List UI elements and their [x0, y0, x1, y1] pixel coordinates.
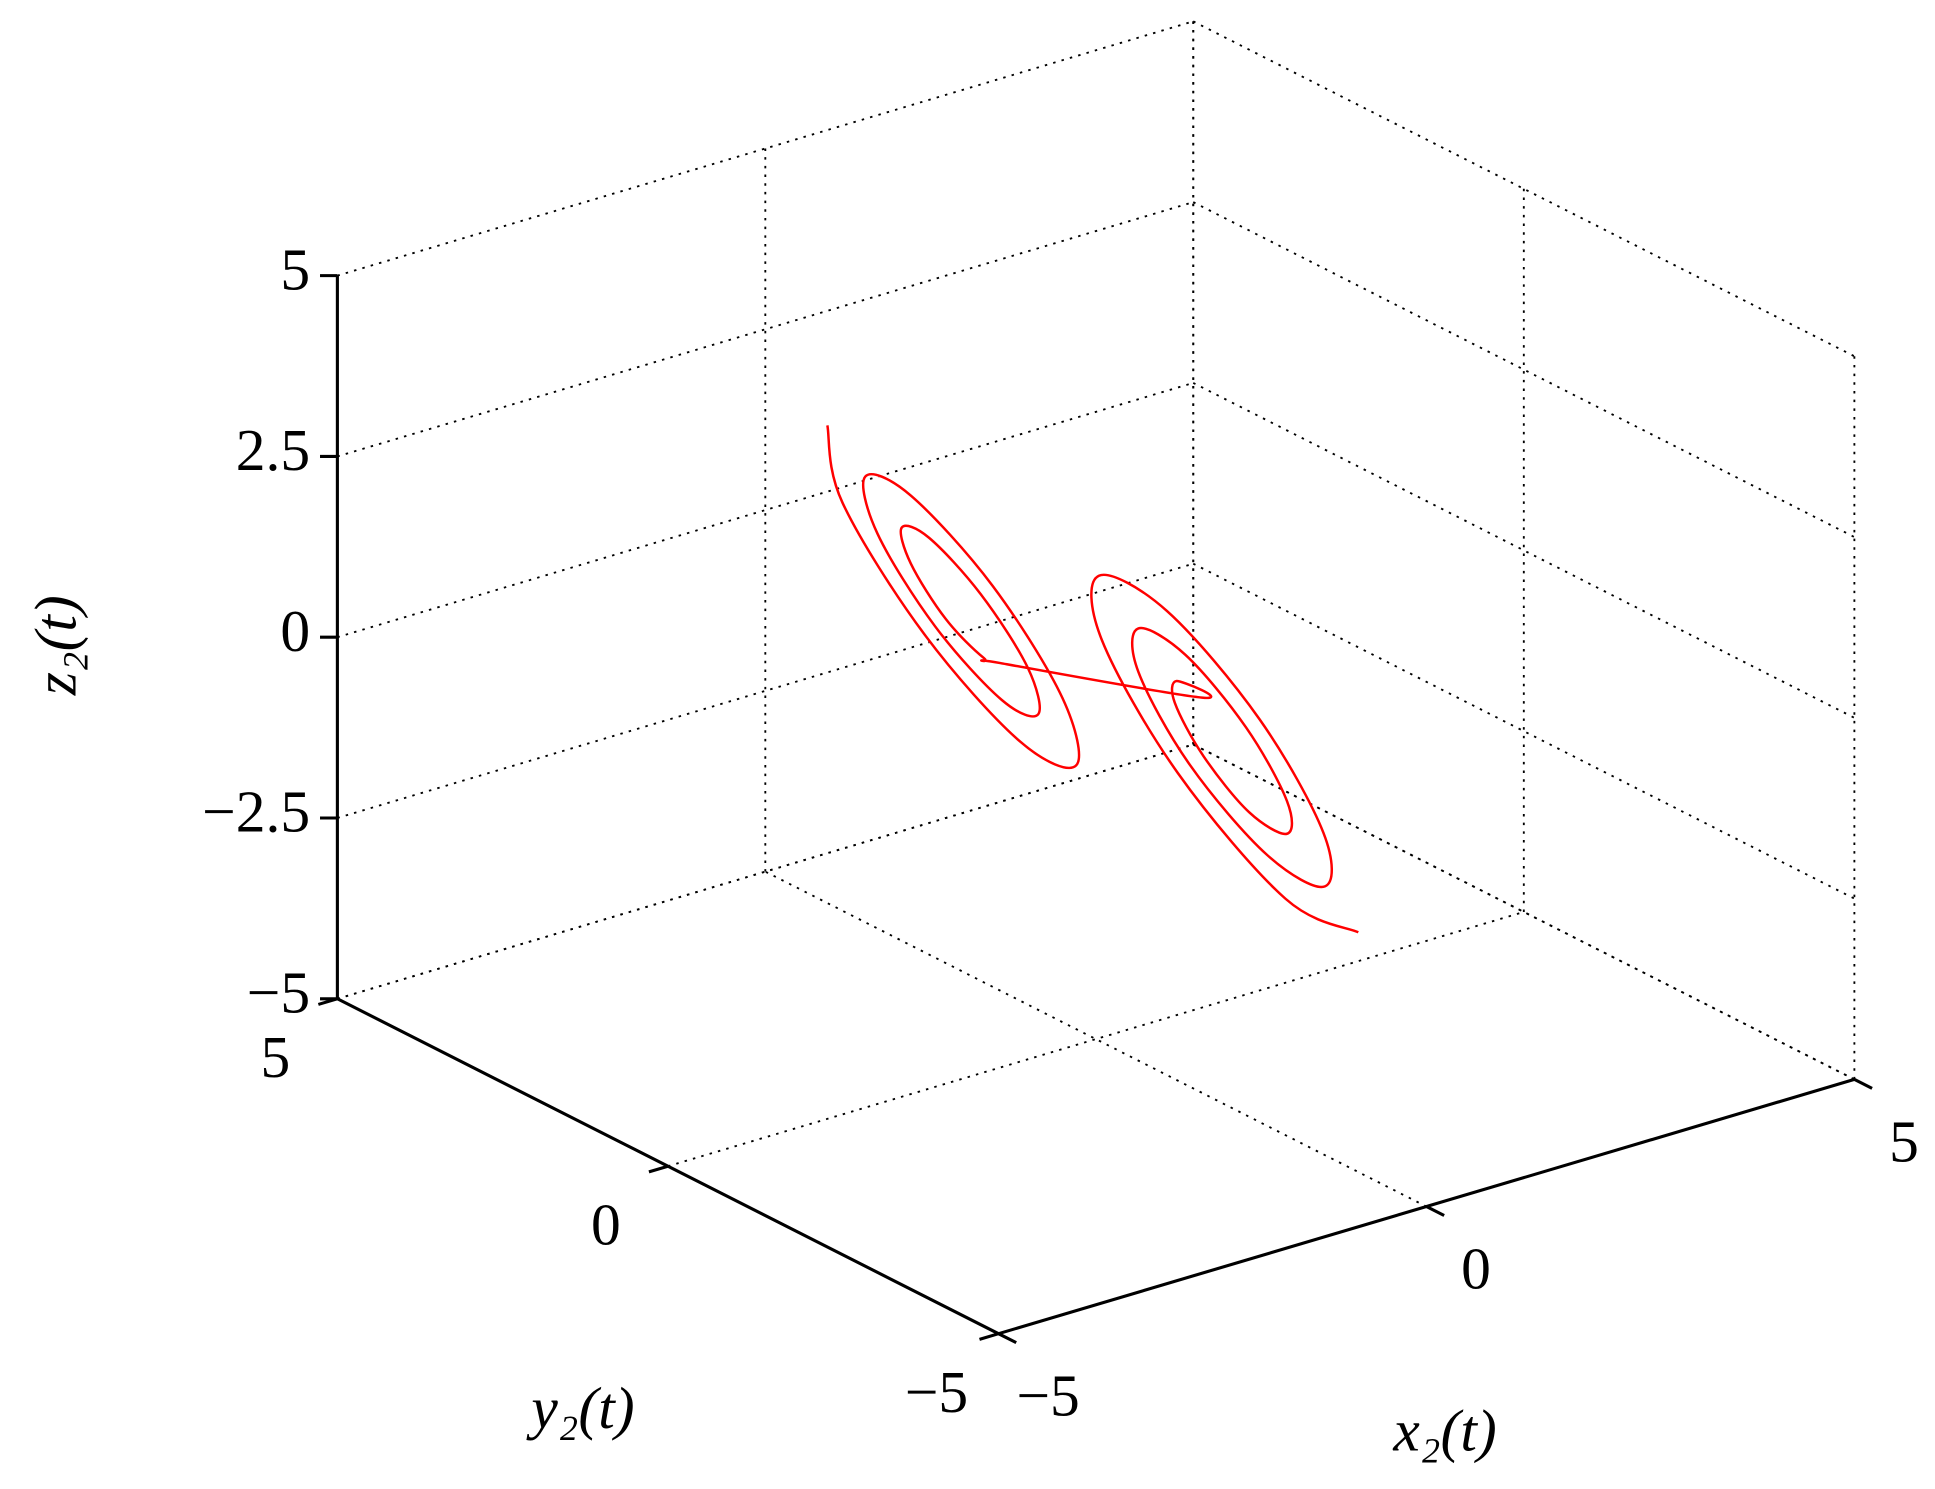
x-axis-label: x₂(t) [1392, 1397, 1496, 1463]
grid-line [337, 20, 1194, 277]
z-tick-label: 2.5 [236, 417, 310, 483]
x-tick-label: −5 [1016, 1363, 1079, 1429]
grid-line [1192, 201, 1855, 538]
y-tick [979, 1332, 999, 1341]
x-tick-label: 0 [1461, 1235, 1491, 1301]
grid-line [1192, 20, 1855, 358]
x-axis [998, 1077, 1855, 1336]
x-tick [997, 1332, 1017, 1345]
z-tick-label: −2.5 [202, 779, 310, 845]
z-tick-label: 5 [280, 236, 310, 302]
y-axis-label: y₂(t) [526, 1375, 634, 1441]
y-tick-label: 5 [260, 1024, 290, 1090]
x-tick-label: 5 [1889, 1108, 1919, 1174]
grid-line [764, 870, 1427, 1208]
grid-line [1192, 382, 1855, 719]
y-tick-label: −5 [905, 1359, 968, 1425]
z-tick-label: 0 [280, 598, 310, 664]
grid-line [1192, 562, 1855, 900]
z-axis-label: z₂(t) [23, 595, 89, 696]
y-axis [336, 997, 1000, 1336]
grid-line [337, 562, 1194, 819]
y-tick [317, 997, 338, 1006]
grid-line [337, 743, 1194, 1000]
grid-line [337, 201, 1194, 458]
y-tick [648, 1164, 669, 1174]
grid-line [667, 911, 1525, 1168]
grid-line [337, 382, 1194, 639]
grid-line [1192, 743, 1855, 1081]
x-tick [1853, 1078, 1873, 1090]
z-tick-label: −5 [247, 959, 310, 1025]
x-tick [1425, 1205, 1445, 1217]
y-tick-label: 0 [591, 1191, 621, 1257]
trajectory [826, 425, 1359, 934]
